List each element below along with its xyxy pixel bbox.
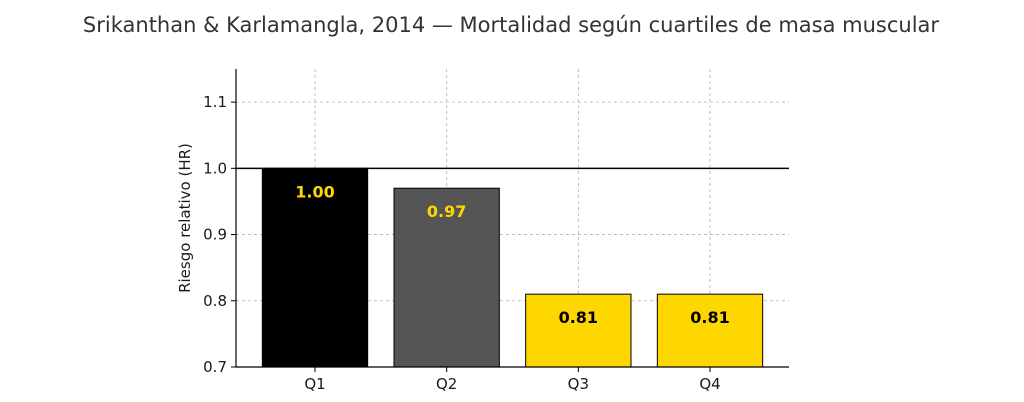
bar-q4: [656, 293, 764, 368]
y-tick-label: 0.9: [203, 226, 227, 244]
data-labels: 1.00 0.97 0.81 0.81: [295, 182, 729, 327]
y-tick-label: 1.0: [203, 159, 227, 177]
data-label-q4: 0.81: [690, 308, 729, 327]
tick-labels: 0.7 0.8 0.9 1.0 1.1 Q1 Q2 Q3 Q4: [203, 93, 721, 393]
data-label-q2: 0.97: [427, 202, 466, 221]
data-label-q3: 0.81: [559, 308, 598, 327]
data-label-q1: 1.00: [295, 182, 334, 201]
chart-title: Srikanthan & Karlamangla, 2014 — Mortali…: [83, 13, 939, 37]
x-tick-label: Q1: [304, 375, 325, 393]
bars: [261, 167, 764, 368]
y-tick-label: 1.1: [203, 93, 227, 111]
y-tick-label: 0.8: [203, 292, 227, 310]
bar-q3: [525, 293, 632, 368]
y-axis-label: Riesgo relativo (HR): [176, 143, 194, 293]
axes: [231, 69, 789, 372]
x-tick-label: Q3: [568, 375, 589, 393]
y-tick-label: 0.7: [203, 358, 227, 376]
x-tick-label: Q4: [699, 375, 720, 393]
bar-q2: [393, 187, 500, 368]
x-tick-label: Q2: [436, 375, 457, 393]
